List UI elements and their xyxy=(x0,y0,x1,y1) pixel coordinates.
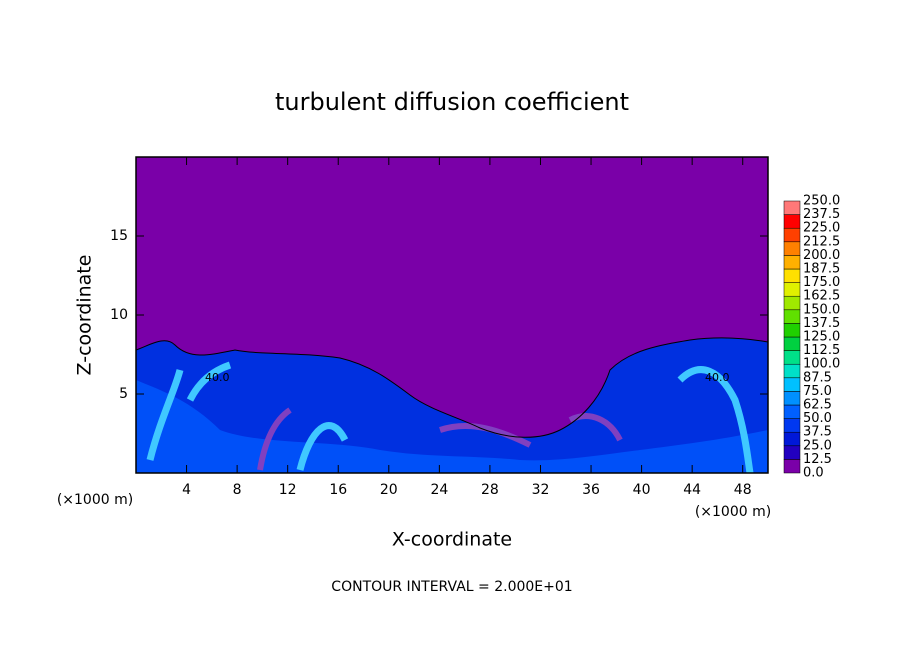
colorbar-cell xyxy=(783,241,801,256)
colorbar-cell xyxy=(783,404,801,419)
x-axis-label: X-coordinate xyxy=(392,529,512,551)
colorbar-label: 212.5 xyxy=(803,234,840,249)
colorbar-label: 62.5 xyxy=(803,398,832,413)
y-tick-label: 5 xyxy=(119,386,128,402)
colorbar-label: 125.0 xyxy=(803,330,840,345)
colorbar-cell xyxy=(783,377,801,392)
x-tick-label: 44 xyxy=(683,482,701,498)
swirl xyxy=(146,361,754,473)
x-tick-label: 36 xyxy=(582,482,600,498)
y-tick-label: 10 xyxy=(110,307,128,323)
colorbar-cell xyxy=(783,418,801,433)
colorbar-label: 187.5 xyxy=(803,262,840,277)
colorbar-label: 100.0 xyxy=(803,357,840,372)
colorbar-cell xyxy=(783,255,801,270)
colorbar-label: 112.5 xyxy=(803,343,840,358)
x-tick-label: 8 xyxy=(233,482,242,498)
footer-note: CONTOUR INTERVAL = 2.000E+01 xyxy=(331,579,572,595)
colorbar-cell xyxy=(783,282,801,297)
chart-title: turbulent diffusion coefficient xyxy=(275,88,629,116)
colorbar-cell xyxy=(783,336,801,351)
x-tick-label: 4 xyxy=(182,482,191,498)
x-unit: (×1000 m) xyxy=(57,492,133,508)
colorbar-label: 237.5 xyxy=(803,207,840,222)
x-unit: (×1000 m) xyxy=(695,504,771,520)
colorbar-label: 162.5 xyxy=(803,289,840,304)
colorbar-cell xyxy=(783,295,801,311)
colorbar-label: 37.5 xyxy=(803,425,832,440)
colorbar-label: 137.5 xyxy=(803,316,840,331)
colorbar-cell xyxy=(783,227,801,243)
streak xyxy=(257,407,623,471)
colorbar-label: 225.0 xyxy=(803,221,840,236)
colorbar-cell xyxy=(783,459,801,474)
colorbar-cell xyxy=(783,363,801,379)
colorbar-label: 50.0 xyxy=(803,411,832,426)
colorbar-cell xyxy=(783,431,801,447)
colorbar-cell xyxy=(783,200,801,215)
colorbar-label: 200.0 xyxy=(803,248,840,263)
x-tick-label: 12 xyxy=(279,482,297,498)
colorbar-label: 25.0 xyxy=(803,438,832,453)
contour-label: 40.0 xyxy=(205,371,230,384)
colorbar-label: 175.0 xyxy=(803,275,840,290)
colorbar-label: 75.0 xyxy=(803,384,832,399)
colorbar-cell xyxy=(783,391,801,406)
colorbar-label: 0.0 xyxy=(803,466,824,481)
x-tick-label: 48 xyxy=(734,482,752,498)
colorbar-label: 12.5 xyxy=(803,452,832,467)
x-tick-label: 28 xyxy=(481,482,499,498)
x-tick-label: 16 xyxy=(329,482,347,498)
colorbar-label: 150.0 xyxy=(803,302,840,317)
turbulent-region xyxy=(136,380,768,473)
colorbar-label: 87.5 xyxy=(803,370,832,385)
y-tick-label: 15 xyxy=(110,228,128,244)
turbulent-region xyxy=(136,337,768,473)
x-tick-label: 40 xyxy=(633,482,651,498)
colorbar-cell xyxy=(783,214,801,229)
x-tick-label: 20 xyxy=(380,482,398,498)
colorbar-cell xyxy=(783,268,801,283)
contour-label: 40.0 xyxy=(705,371,730,384)
contour-line xyxy=(136,337,768,438)
colorbar-cell xyxy=(783,309,801,324)
colorbar-cell xyxy=(783,350,801,365)
colorbar-cell xyxy=(783,323,801,338)
colorbar-cell xyxy=(783,445,801,460)
field xyxy=(136,157,768,473)
x-tick-label: 32 xyxy=(532,482,550,498)
colorbar-label: 250.0 xyxy=(803,194,840,209)
x-tick-label: 24 xyxy=(430,482,448,498)
y-axis-label: Z-coordinate xyxy=(74,255,96,376)
